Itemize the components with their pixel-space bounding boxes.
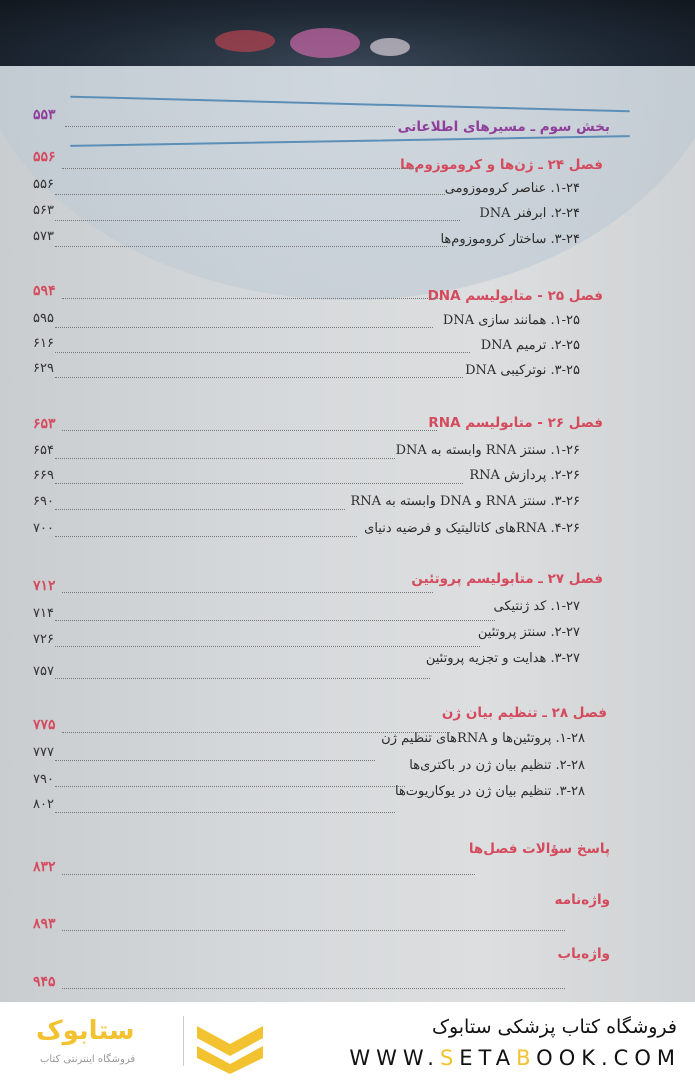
chapter-page: ۷۱۲ — [33, 578, 56, 594]
section-title: ۳-۲۷. هدایت و تجزیه پروتئین — [425, 651, 580, 666]
setabook-chevron-logo-icon — [197, 1026, 263, 1074]
section-title: ۳-۲۵. نوترکیبی DNA — [465, 363, 580, 378]
leader-dots — [62, 988, 565, 989]
url-part: S — [439, 1046, 460, 1070]
section-title: ۳-۲۸. تنظیم بیان ژن در یوکاریوت‌ها — [394, 784, 585, 799]
leader-dots — [55, 760, 375, 761]
leader-dots — [55, 509, 345, 510]
section-page: ۷۵۷ — [33, 664, 54, 679]
section-title: ۲-۲۷. سنتز پروتئین — [477, 625, 580, 640]
url-part: ETA — [459, 1046, 517, 1070]
leader-dots — [62, 430, 437, 431]
cover-image-strip — [0, 0, 695, 66]
section-page: ۷۱۴ — [33, 606, 54, 621]
section-title: ۲-۲۴. ابرفنر DNA — [479, 206, 580, 221]
glossary-page: ۸۹۳ — [33, 916, 56, 932]
section-page: ۶۵۴ — [33, 443, 54, 458]
section-title: ۱-۲۵. همانند سازی DNA — [442, 313, 580, 328]
section-page: ۷۷۷ — [33, 745, 54, 760]
section-title: ۲-۲۸. تنظیم بیان ژن در باکتری‌ها — [409, 758, 585, 773]
answers-title: پاسخ سؤالات فصل‌ها — [468, 841, 610, 857]
leader-dots — [65, 126, 395, 127]
chapter-title: فصل ۲۷ ـ متابولیسم پروتئین — [411, 571, 603, 587]
section-page: ۷۰۰ — [33, 521, 54, 536]
section-page: ۵۶۳ — [33, 203, 54, 218]
store-url[interactable]: WWW.SETABOOK.COM — [349, 1046, 681, 1070]
leader-dots — [55, 620, 495, 621]
answers-page: ۸۳۲ — [33, 859, 56, 875]
section-page: ۸۰۲ — [33, 797, 54, 812]
section-title: ۲-۲۵. ترمیم DNA — [480, 338, 580, 353]
leader-dots — [55, 377, 463, 378]
leader-dots — [55, 194, 445, 195]
glossary-title: واژه‌نامه — [554, 892, 610, 908]
part-title: بخش سوم ـ مسیرهای اطلاعاتی — [397, 119, 610, 135]
section-page: ۶۶۹ — [33, 468, 54, 483]
leader-dots — [62, 874, 475, 875]
leader-dots — [62, 930, 565, 931]
leader-dots — [62, 298, 440, 299]
chapter-page: ۵۵۶ — [33, 149, 56, 165]
store-name: فروشگاه کتاب پزشکی ستابوک — [431, 1016, 677, 1038]
section-title: ۱-۲۶. سنتز RNA وابسته به DNA — [395, 443, 580, 458]
book-page: بخش سوم ـ مسیرهای اطلاعاتی ۵۵۳ فصل ۲۴ ـ … — [0, 0, 695, 1002]
leader-dots — [55, 352, 470, 353]
section-page: ۶۲۹ — [33, 361, 54, 376]
url-part: OOK.COM — [536, 1046, 681, 1070]
leader-dots — [62, 732, 450, 733]
section-page: ۵۵۶ — [33, 177, 54, 192]
section-title: ۲-۲۶. پردازش RNA — [469, 468, 580, 483]
leader-dots — [55, 786, 405, 787]
section-page: ۷۲۶ — [33, 632, 54, 647]
section-title: ۳-۲۴. ساختار کروموزوم‌ها — [440, 232, 580, 247]
chapter-page: ۶۵۳ — [33, 416, 56, 432]
leader-dots — [55, 458, 395, 459]
chapter-title: فصل ۲۸ ـ تنظیم بیان ژن — [441, 705, 607, 721]
section-title: ۱-۲۷. کد ژنتیکی — [493, 599, 580, 614]
store-footer: ستابوک فروشگاه اینترنتی کتاب فروشگاه کتا… — [0, 1002, 695, 1080]
chapter-title: فصل ۲۵ - متابولیسم DNA — [427, 288, 603, 304]
logo-subtitle: فروشگاه اینترنتی کتاب — [40, 1054, 136, 1065]
leader-dots — [55, 678, 430, 679]
chapter-title: فصل ۲۶ - متابولیسم RNA — [428, 415, 603, 431]
index-page: ۹۴۵ — [33, 974, 56, 990]
index-title: واژه‌یاب — [557, 946, 610, 962]
leader-dots — [55, 483, 463, 484]
leader-dots — [55, 246, 447, 247]
section-title: ۳-۲۶. سنتز RNA و DNA وابسته به RNA — [350, 494, 581, 509]
chapter-page: ۷۷۵ — [33, 717, 56, 733]
section-title: ۴-۲۶. RNAهای کاتالیتیک و فرضیه دنیای — [364, 521, 580, 536]
leader-dots — [55, 220, 460, 221]
chapter-page: ۵۹۴ — [33, 283, 56, 299]
leader-dots — [55, 327, 433, 328]
logo-divider — [183, 1016, 184, 1066]
section-page: ۵۷۳ — [33, 229, 54, 244]
section-page: ۶۹۰ — [33, 494, 54, 509]
section-page: ۶۱۶ — [33, 336, 54, 351]
part-page: ۵۵۳ — [33, 107, 56, 123]
logo-wordmark: ستابوک — [36, 1016, 135, 1046]
leader-dots — [55, 646, 480, 647]
leader-dots — [62, 592, 433, 593]
url-part: B — [516, 1046, 537, 1070]
leader-dots — [62, 168, 420, 169]
chapter-title: فصل ۲۴ ـ ژن‌ها و کروموزوم‌ها — [400, 157, 603, 173]
section-page: ۷۹۰ — [33, 772, 54, 787]
section-title: ۱-۲۸. پروتئین‌ها و RNAهای تنظیم ژن — [381, 731, 585, 746]
section-title: ۱-۲۴. عناصر کروموزومی — [444, 181, 580, 196]
section-page: ۵۹۵ — [33, 311, 54, 326]
url-part: WWW. — [349, 1046, 440, 1070]
leader-dots — [55, 536, 357, 537]
leader-dots — [55, 812, 395, 813]
